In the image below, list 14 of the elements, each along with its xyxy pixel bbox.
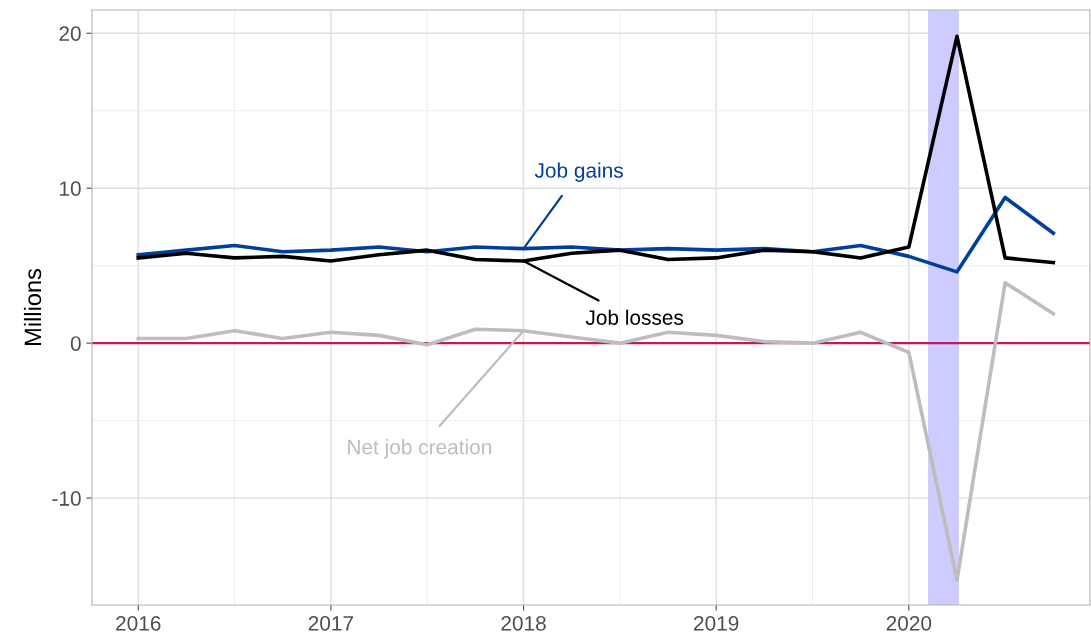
x-tick-label: 2016 (116, 615, 161, 631)
line-series (136, 280, 1056, 583)
y-axis-title: Millions (23, 268, 42, 345)
y-tick-label: -10 (52, 491, 81, 506)
text: Net job creation (348, 439, 491, 459)
x-tick-label: 2019 (694, 615, 739, 631)
x-tick-label: 2018 (501, 615, 546, 631)
x-tick-label: 2017 (308, 615, 354, 631)
text: Job gains (534, 162, 623, 182)
x-tick-label: 2020 (886, 615, 932, 631)
text: Job losses (585, 309, 684, 325)
y-tick-label: 20 (59, 26, 81, 41)
y-tick-label: 10 (60, 181, 81, 196)
y-tick-label: 0 (70, 336, 81, 351)
